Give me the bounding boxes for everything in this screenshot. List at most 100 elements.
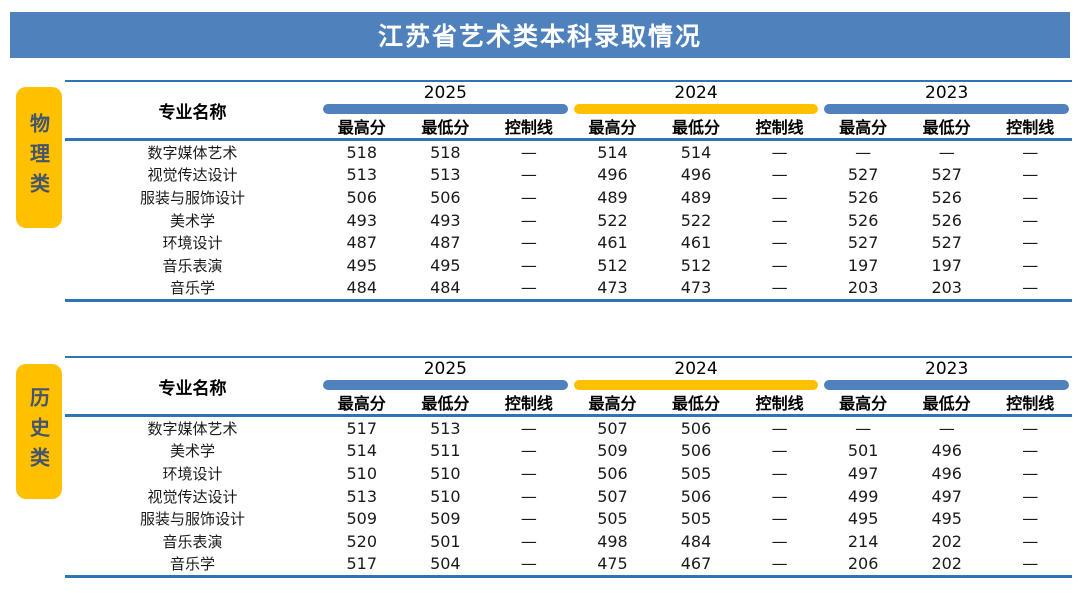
score-value: 514	[680, 142, 712, 162]
column-header-control-line: 控制线	[504, 394, 553, 413]
score-value: 512	[680, 255, 712, 275]
table-row: 音乐学 484 484 — 473 473 — 203 203 —	[65, 276, 1072, 299]
table-row: 环境设计 510 510 — 506 505 — 497 496 —	[65, 462, 1072, 485]
score-value: 518	[430, 142, 461, 162]
major-name: 数字媒体艺术	[147, 419, 238, 438]
score-value: 510	[346, 463, 378, 483]
score-value: 522	[680, 210, 712, 230]
column-header-min-score: 最低分	[421, 118, 470, 137]
table-physics: 专业名称 2025 最高分 最低分 控制线 2024 最高分 最低分 控制线 2…	[65, 80, 1072, 302]
column-header-min-score: 最低分	[672, 118, 721, 137]
column-header-max-score: 最高分	[588, 394, 637, 413]
column-header-max-score: 最高分	[337, 394, 386, 413]
table-body: 数字媒体艺术 517 513—507 506— — — — 美术学 514 511—509 506—…	[65, 417, 1072, 575]
major-name: 服装与服饰设计	[139, 510, 245, 529]
table-row: 音乐学 517 504 — 475 467 — 206 202 —	[65, 552, 1072, 575]
score-value: 526	[847, 210, 879, 230]
year-group-2024: 2024 最高分 最低分 控制线	[571, 82, 822, 138]
score-value: —	[938, 418, 955, 438]
score-value: —	[520, 509, 537, 529]
score-value: 512	[597, 255, 628, 275]
year-group-2023: 2023 最高分 最低分 控制线	[821, 358, 1072, 414]
score-value: 509	[597, 441, 628, 461]
year-label-2024: 2024	[674, 358, 718, 379]
year-group-2025: 2025 最高分 最低分 控制线	[320, 358, 571, 414]
score-value: 506	[680, 486, 712, 506]
score-value: —	[1022, 187, 1039, 207]
year-bar-2023	[824, 379, 1070, 390]
score-value: —	[1022, 509, 1039, 529]
score-value: 497	[847, 463, 879, 483]
major-name: 音乐表演	[162, 532, 223, 551]
score-value: 514	[346, 441, 378, 461]
year-label-2023: 2023	[925, 358, 969, 379]
score-value: 513	[346, 486, 378, 506]
score-value: 513	[346, 165, 378, 185]
major-name: 美术学	[169, 442, 215, 461]
year-bar-2024	[573, 103, 819, 114]
score-value: 496	[931, 441, 962, 461]
year-label-2025: 2025	[423, 358, 467, 379]
score-value: —	[1022, 463, 1039, 483]
category-pill-physics: 物理类	[16, 87, 62, 228]
score-value: 497	[931, 486, 962, 506]
score-value: —	[938, 142, 955, 162]
score-value: 461	[680, 233, 712, 253]
score-value: 526	[931, 187, 962, 207]
score-value: —	[771, 187, 788, 207]
score-value: 520	[346, 531, 378, 551]
score-value: 527	[847, 165, 879, 185]
table-row: 服装与服饰设计 509 509 — 505 505 — 495 495 —	[65, 507, 1072, 530]
table-row: 美术学 514 511 — 509 506 — 501 496 —	[65, 440, 1072, 463]
score-value: —	[771, 210, 788, 230]
score-value: 506	[680, 418, 712, 438]
score-value: —	[1022, 531, 1039, 551]
major-name: 服装与服饰设计	[139, 188, 245, 207]
score-value: 495	[931, 509, 962, 529]
score-value: —	[520, 165, 537, 185]
major-name: 环境设计	[162, 464, 223, 483]
score-value: —	[520, 142, 537, 162]
score-value: —	[771, 165, 788, 185]
score-value: —	[1022, 486, 1039, 506]
score-value: 499	[847, 486, 879, 506]
score-value: 527	[931, 233, 962, 253]
score-value: —	[1022, 142, 1039, 162]
score-value: 517	[346, 554, 378, 574]
year-bar-2024	[573, 379, 819, 390]
score-value: —	[771, 233, 788, 253]
score-value: —	[520, 554, 537, 574]
score-value: —	[771, 142, 788, 162]
column-header-control-line: 控制线	[755, 118, 804, 137]
category-pill-history-label: 历史类	[26, 386, 51, 477]
score-value: —	[1022, 233, 1039, 253]
score-value: —	[771, 418, 788, 438]
score-value: 513	[430, 165, 461, 185]
score-value: 501	[847, 441, 879, 461]
score-value: 484	[680, 531, 712, 551]
column-header-major: 专业名称	[158, 378, 227, 399]
score-value: 526	[931, 210, 962, 230]
score-value: —	[520, 486, 537, 506]
score-value: 475	[597, 554, 628, 574]
score-value: 495	[847, 509, 879, 529]
column-header-min-score: 最低分	[922, 394, 971, 413]
score-value: —	[520, 441, 537, 461]
score-value: —	[771, 509, 788, 529]
category-pill-physics-label: 物理类	[26, 112, 51, 203]
score-value: —	[1022, 441, 1039, 461]
year-label-2023: 2023	[925, 82, 969, 103]
table-row: 环境设计 487 487 — 461 461 — 527 527 —	[65, 231, 1072, 254]
score-value: 505	[597, 509, 628, 529]
column-header-min-score: 最低分	[922, 118, 971, 137]
score-value: 484	[346, 278, 378, 298]
major-name: 视觉传达设计	[147, 487, 238, 506]
score-value: —	[520, 418, 537, 438]
page-title: 江苏省艺术类本科录取情况	[10, 12, 1070, 58]
score-value: —	[520, 531, 537, 551]
score-value: —	[1022, 255, 1039, 275]
table-row: 音乐表演 520 501 — 498 484 — 214 202 —	[65, 530, 1072, 553]
major-name: 音乐学	[169, 279, 215, 298]
column-header-major: 专业名称	[158, 102, 227, 123]
score-value: —	[855, 142, 872, 162]
